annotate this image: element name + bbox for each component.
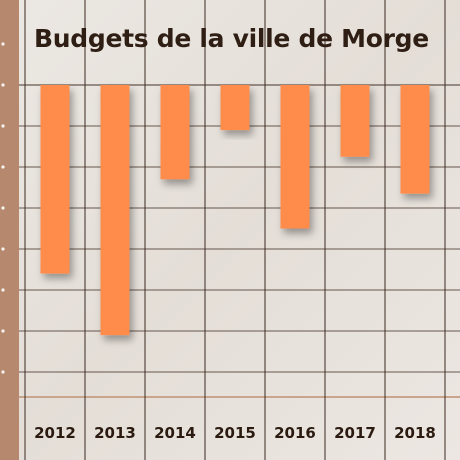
bar-2013	[100, 85, 130, 336]
y-tick-label-fragment	[1, 206, 5, 210]
bar-2016	[280, 85, 310, 229]
bar-2018	[400, 85, 430, 194]
x-tick-label: 2013	[94, 424, 136, 442]
bar-2015	[220, 85, 250, 131]
y-tick-label-fragment	[1, 247, 5, 251]
x-tick-label: 2016	[274, 424, 316, 442]
x-tick-label: 2017	[334, 424, 376, 442]
y-tick-label-fragment	[1, 288, 5, 292]
x-tick-label: 2014	[154, 424, 196, 442]
y-tick-label-fragment	[1, 165, 5, 169]
y-tick-label-fragment	[1, 83, 5, 87]
y-tick-label-fragment	[1, 42, 5, 46]
bar-2012	[40, 85, 70, 274]
chart-title: Budgets de la ville de Morge	[34, 24, 429, 53]
y-tick-label-fragment	[1, 370, 5, 374]
bar-2014	[160, 85, 190, 180]
y-tick-label-fragment	[1, 329, 5, 333]
x-tick-labels: 20122013201420152016201720182	[34, 424, 436, 442]
x-tick-label: 2015	[214, 424, 256, 442]
x-tick-label: 2018	[394, 424, 436, 442]
bar-2017	[340, 85, 370, 157]
y-tick-labels	[1, 42, 5, 374]
x-tick-label: 2012	[34, 424, 76, 442]
bar-series	[40, 85, 430, 336]
y-axis-panel	[0, 0, 19, 460]
gridlines	[19, 0, 460, 460]
y-tick-label-fragment	[1, 124, 5, 128]
